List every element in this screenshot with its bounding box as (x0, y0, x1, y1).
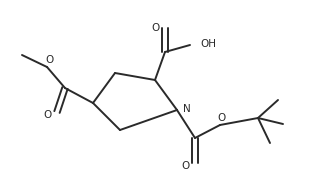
Text: OH: OH (200, 39, 216, 49)
Text: O: O (182, 161, 190, 171)
Text: O: O (218, 113, 226, 123)
Text: N: N (183, 104, 191, 114)
Text: O: O (46, 55, 54, 65)
Text: O: O (152, 23, 160, 33)
Text: O: O (44, 110, 52, 120)
